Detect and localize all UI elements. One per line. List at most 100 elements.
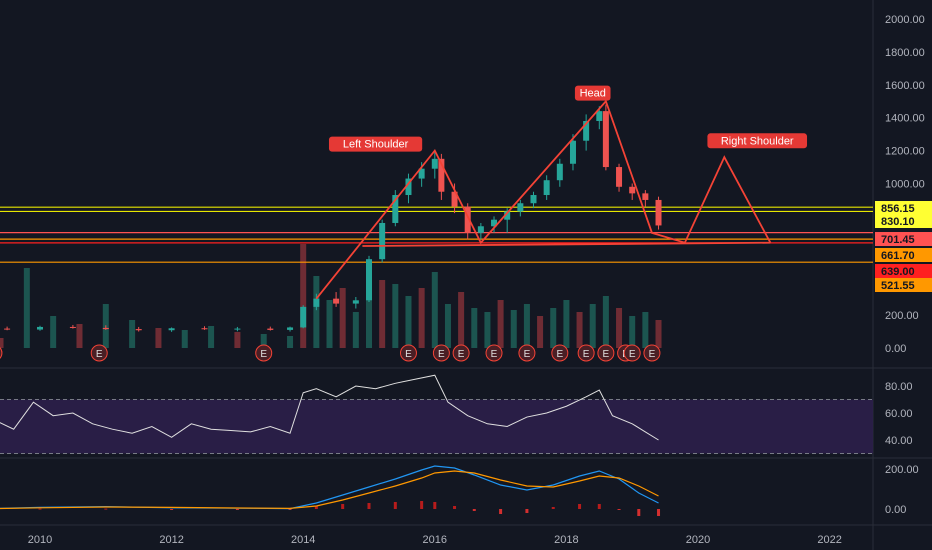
price-level-tag xyxy=(875,232,932,246)
candle-body xyxy=(616,167,623,187)
earnings-marker[interactable]: E xyxy=(432,344,450,362)
candle-body xyxy=(267,328,274,330)
candle-body xyxy=(629,186,636,194)
earnings-marker[interactable]: E xyxy=(518,344,536,362)
macd-tick-label: 200.00 xyxy=(885,464,919,476)
macd-histogram-bar xyxy=(453,506,457,509)
earnings-marker[interactable]: E xyxy=(255,344,273,362)
rsi-tick-label: 80.00 xyxy=(885,381,913,393)
earnings-marker[interactable]: E xyxy=(0,345,3,361)
candle-body xyxy=(543,180,550,196)
earnings-markers[interactable]: EEEEEEEEEEEEEE xyxy=(0,344,661,362)
volume-bar xyxy=(550,308,557,348)
candle-body xyxy=(438,158,445,192)
earnings-label: E xyxy=(405,349,412,360)
earnings-marker[interactable]: E xyxy=(577,344,595,362)
price-tick-label: 1400.00 xyxy=(885,113,925,125)
volume-bar xyxy=(155,328,162,348)
volume-bar xyxy=(339,288,346,348)
neckline xyxy=(362,241,771,247)
candle-body xyxy=(477,226,484,233)
x-tick-label: 2018 xyxy=(554,534,578,546)
head-shoulders-pattern xyxy=(315,99,772,300)
annotation-badge xyxy=(707,133,808,149)
candle-body xyxy=(69,326,76,328)
macd-histogram-bar xyxy=(637,509,641,516)
earnings-circle xyxy=(551,344,569,362)
price-level-tag xyxy=(875,264,932,278)
candle-body xyxy=(313,298,320,307)
volume-bar xyxy=(642,312,649,348)
volume-bar xyxy=(616,308,623,348)
macd-histogram-bar xyxy=(657,509,661,516)
earnings-circle xyxy=(452,344,470,362)
volume-bar xyxy=(458,292,465,348)
candle-body xyxy=(431,158,438,169)
volume-bar xyxy=(260,334,267,348)
rsi-tick-label: 60.00 xyxy=(885,408,913,420)
earnings-marker[interactable]: E xyxy=(452,344,470,362)
candle-body xyxy=(352,300,359,304)
price-level-tag-text: 661.70 xyxy=(881,250,915,262)
x-tick-label: 2010 xyxy=(28,534,52,546)
candle-body xyxy=(201,328,208,330)
volume-bar xyxy=(181,330,188,348)
price-level-tag-text: 521.55 xyxy=(881,280,915,292)
candle-body xyxy=(569,140,576,164)
macd-histogram-bar xyxy=(420,501,424,509)
volume-bar xyxy=(523,304,530,348)
volume-bar xyxy=(471,308,478,348)
x-tick-label: 2020 xyxy=(686,534,710,546)
earnings-circle xyxy=(255,344,273,362)
candle-body xyxy=(392,195,399,223)
candle-body xyxy=(366,259,372,301)
candle-body xyxy=(168,328,175,331)
volume-bar xyxy=(0,338,4,348)
candle-body xyxy=(333,298,340,304)
earnings-label: E xyxy=(556,349,563,360)
earnings-label: E xyxy=(96,349,103,360)
macd-histogram-bar xyxy=(433,502,437,509)
price-tick-label: 200.00 xyxy=(885,310,919,322)
volume-bar xyxy=(537,316,544,348)
earnings-marker[interactable]: E xyxy=(623,344,641,362)
earnings-label: E xyxy=(583,349,590,360)
earnings-marker[interactable]: E xyxy=(399,344,417,362)
earnings-marker[interactable]: E xyxy=(643,344,661,362)
price-level-tag-text: 639.00 xyxy=(881,266,915,278)
volume-bar xyxy=(76,324,83,348)
volume-bar xyxy=(352,312,359,348)
candle-body xyxy=(517,203,524,212)
macd-histogram-bar xyxy=(235,509,239,510)
earnings-circle xyxy=(90,344,108,362)
earnings-marker[interactable]: E xyxy=(551,344,569,362)
earnings-marker[interactable]: E xyxy=(485,344,503,362)
rsi-tick-label: 40.00 xyxy=(885,435,913,447)
volume-bar xyxy=(497,300,504,348)
price-level-tag-text: 701.45 xyxy=(881,234,915,246)
volume-bar xyxy=(602,296,609,348)
candle-body xyxy=(655,199,662,226)
candle-body xyxy=(405,178,412,196)
earnings-circle xyxy=(623,344,641,362)
volume-bar xyxy=(431,272,438,348)
earnings-marker[interactable]: E xyxy=(597,344,615,362)
earnings-label: E xyxy=(458,349,465,360)
candle-body xyxy=(234,328,241,330)
volume-bar xyxy=(287,336,294,348)
macd-tick-label: 0.00 xyxy=(885,504,906,516)
earnings-circle xyxy=(0,347,3,359)
candle-body xyxy=(451,191,458,207)
volume-bar xyxy=(234,332,241,348)
macd-histogram-bar xyxy=(499,509,503,514)
candle-body xyxy=(379,222,386,260)
volume-bar xyxy=(366,268,372,348)
earnings-marker[interactable]: E xyxy=(90,344,108,362)
earnings-circle xyxy=(577,344,595,362)
macd-histogram-bar xyxy=(170,509,174,510)
candle-body xyxy=(102,327,109,330)
annotation-text: Head xyxy=(580,88,606,100)
